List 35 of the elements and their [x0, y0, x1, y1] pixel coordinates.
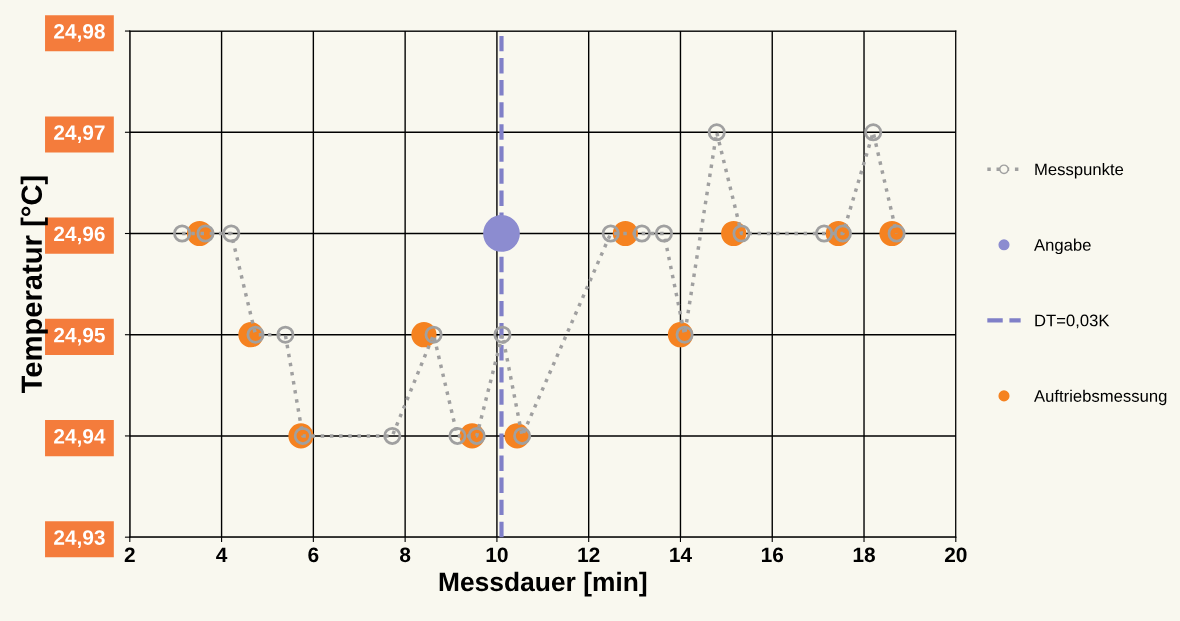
x-tick-label: 16	[761, 547, 784, 563]
point	[222, 224, 241, 243]
y-tick-label: 24,98	[54, 24, 105, 42]
legend-label: Messpunkte	[1035, 163, 1124, 179]
x-tick-label: 18	[853, 547, 875, 563]
x-tick-label: 20	[944, 547, 967, 563]
point	[493, 325, 512, 344]
x-tick-label: 12	[578, 547, 600, 562]
x-tick-label: 8	[400, 547, 411, 563]
x-tick-label: 6	[308, 547, 319, 563]
y-tick-label: 24,93	[54, 530, 105, 548]
y-tick-label: 24,96	[54, 226, 105, 245]
point	[448, 426, 467, 445]
x-axis-title: Messdauer [min]	[439, 571, 647, 597]
x-tick-label: 2	[124, 547, 135, 562]
x-tick-label: 10	[486, 547, 508, 563]
point	[276, 325, 295, 344]
x-tick-label: 4	[216, 547, 228, 562]
point	[654, 224, 673, 243]
point	[632, 224, 651, 243]
point	[815, 224, 834, 243]
point	[707, 123, 726, 142]
point	[864, 123, 883, 142]
y-axis-title: Temperatur [°C]	[20, 176, 48, 394]
point	[483, 215, 520, 252]
y-tick-label: 24,97	[54, 125, 105, 144]
legend-label: Angabe	[1034, 238, 1091, 255]
point	[601, 224, 620, 243]
y-tick-label: 24,95	[54, 327, 105, 346]
legend-label: DT=0,03K	[1035, 314, 1110, 329]
y-tick-label: 24,94	[54, 428, 106, 447]
x-tick-label: 14	[670, 547, 692, 562]
legend-label: Auftriebsmessung	[1034, 389, 1167, 406]
point	[383, 426, 402, 445]
point	[173, 224, 192, 243]
